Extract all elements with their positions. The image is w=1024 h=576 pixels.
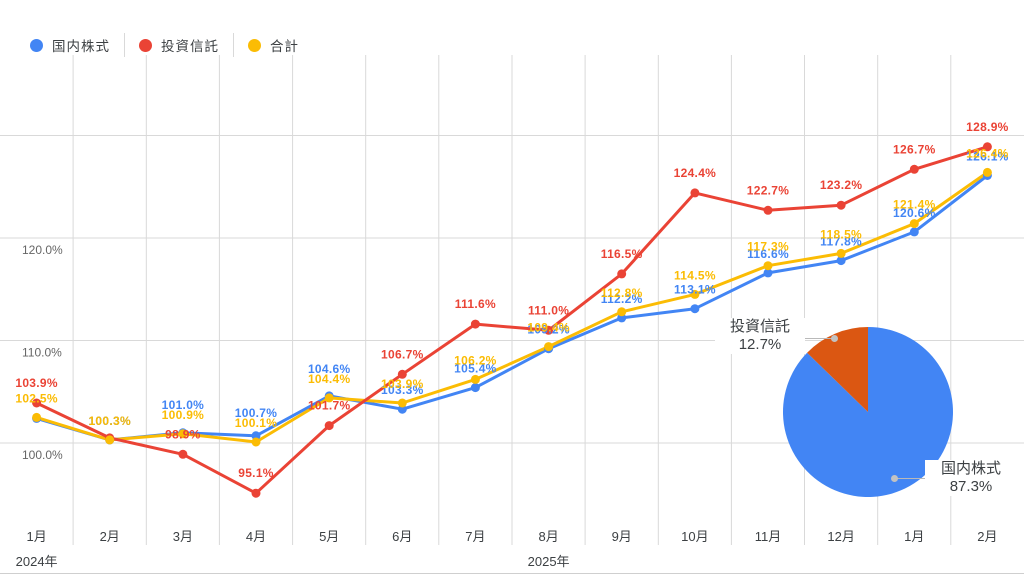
legend-separator: [233, 33, 234, 57]
svg-text:112.2%: 112.2%: [601, 292, 643, 306]
svg-text:106.7%: 106.7%: [381, 347, 424, 361]
svg-text:103.9%: 103.9%: [381, 377, 424, 391]
svg-text:101.7%: 101.7%: [308, 399, 351, 413]
svg-text:122.7%: 122.7%: [747, 183, 790, 197]
x-axis-month-label: 4月: [245, 529, 267, 544]
y-axis-labels: 100.0% 110.0% 120.0%: [22, 243, 63, 462]
x-axis-month-label: 3月: [172, 529, 193, 544]
x-axis-month-label: 1月: [904, 529, 925, 544]
svg-text:120.0%: 120.0%: [22, 243, 63, 257]
bottom-border: [0, 573, 1024, 574]
legend-item-total: 合計: [234, 35, 313, 55]
series-labels-investment-trusts: 103.9% 98.9% 95.1% 101.7% 106.7% 111.6% 111.0%…: [15, 120, 1008, 480]
series-labels-total: 102.5% 100.3% 100.9% 100.1% 104.4% 103.9% 106.…: [15, 146, 1008, 430]
x-axis-month-label: 12月: [827, 529, 855, 544]
svg-text:100.3%: 100.3%: [88, 414, 131, 428]
svg-text:123.2%: 123.2%: [820, 178, 863, 192]
svg-text:109.4%: 109.4%: [527, 321, 570, 335]
svg-text:117.8%: 117.8%: [820, 235, 862, 249]
svg-text:120.6%: 120.6%: [893, 206, 936, 220]
svg-text:101.0%: 101.0%: [162, 398, 205, 412]
svg-text:95.1%: 95.1%: [238, 466, 274, 480]
svg-text:111.6%: 111.6%: [455, 297, 496, 311]
svg-text:102.5%: 102.5%: [15, 391, 58, 405]
series-points-total: [32, 167, 992, 447]
svg-text:103.9%: 103.9%: [15, 376, 58, 390]
x-axis-month-label: 7月: [465, 529, 486, 544]
svg-text:117.3%: 117.3%: [747, 240, 789, 254]
x-axis-month-label: 5月: [319, 529, 340, 544]
svg-text:121.4%: 121.4%: [893, 198, 936, 212]
pie-slice: [782, 327, 953, 498]
x-axis-month-label: 2月: [977, 529, 998, 544]
legend-dot-domestic-stocks: [30, 38, 43, 52]
svg-text:100.3%: 100.3%: [88, 414, 131, 428]
pie-leader-dot-investment-trusts: [831, 335, 838, 342]
x-axis-month-label: 10月: [681, 529, 709, 544]
legend-item-domestic-stocks: 国内株式: [16, 35, 124, 55]
series-labels-domestic-stocks: 100.3% 101.0% 100.7% 104.6% 103.3% 105.4% 109.…: [88, 150, 1008, 428]
svg-text:126.1%: 126.1%: [966, 150, 1009, 164]
svg-text:116.5%: 116.5%: [601, 247, 643, 261]
svg-text:111.0%: 111.0%: [528, 303, 569, 317]
svg-text:100.7%: 100.7%: [235, 406, 278, 420]
svg-text:104.6%: 104.6%: [308, 362, 351, 376]
svg-text:105.4%: 105.4%: [454, 362, 497, 376]
pie-label-investment-trusts: 投資信託 12.7%: [715, 318, 805, 354]
x-axis-month-label: 11月: [754, 529, 782, 544]
pie-slice: [807, 327, 868, 412]
x-axis-month-label: 1月: [26, 529, 47, 544]
svg-text:118.5%: 118.5%: [820, 227, 862, 241]
legend-label-investment-trusts: 投資信託: [161, 39, 219, 54]
legend-label-total: 合計: [270, 39, 299, 54]
series-line-investment-trusts: [35, 145, 989, 495]
svg-text:126.7%: 126.7%: [893, 142, 936, 156]
series-points-investment-trusts: [32, 142, 992, 498]
pie-label-investment-trusts-value: 12.7%: [738, 336, 782, 353]
svg-text:114.5%: 114.5%: [674, 268, 716, 282]
svg-text:98.9%: 98.9%: [165, 427, 201, 441]
x-axis-month-label: 6月: [392, 529, 413, 544]
pie-label-domestic-stocks-value: 87.3%: [949, 478, 993, 495]
svg-text:126.4%: 126.4%: [966, 146, 1009, 160]
svg-text:103.3%: 103.3%: [381, 383, 424, 397]
svg-text:110.0%: 110.0%: [22, 346, 62, 360]
pie-chart: [782, 327, 953, 498]
pie-label-domestic-stocks: 国内株式 87.3%: [925, 460, 1017, 496]
legend-separator: [124, 33, 125, 57]
legend-dot-investment-trusts: [139, 38, 152, 52]
legend-item-investment-trusts: 投資信託: [125, 35, 233, 55]
svg-text:100.1%: 100.1%: [235, 416, 278, 430]
svg-text:100.0%: 100.0%: [22, 448, 63, 462]
pie-label-investment-trusts-name: 投資信託: [729, 318, 790, 335]
legend-label-domestic-stocks: 国内株式: [52, 39, 110, 54]
svg-text:100.9%: 100.9%: [162, 408, 205, 422]
svg-text:112.8%: 112.8%: [601, 286, 643, 300]
pie-leader-dot-domestic-stocks: [891, 475, 898, 482]
svg-text:124.4%: 124.4%: [674, 166, 717, 180]
x-axis-year-label: 2025年: [527, 554, 570, 569]
svg-text:116.6%: 116.6%: [747, 247, 789, 261]
chart-legend: 国内株式 投資信託 合計: [16, 33, 313, 57]
x-axis-month-label: 2月: [99, 529, 120, 544]
x-axis-month-label: 8月: [538, 529, 559, 544]
x-axis-month-label: 9月: [611, 529, 632, 544]
series-line-domestic-stocks: [35, 174, 989, 442]
svg-text:128.9%: 128.9%: [966, 120, 1009, 134]
svg-text:104.4%: 104.4%: [308, 372, 351, 386]
pie-label-domestic-stocks-name: 国内株式: [940, 460, 1001, 477]
series-line-total: [35, 170, 989, 444]
legend-dot-total: [248, 38, 261, 52]
svg-text:106.2%: 106.2%: [454, 353, 497, 367]
svg-text:109.2%: 109.2%: [527, 323, 570, 337]
x-axis-year-label: 2024年: [15, 554, 58, 569]
svg-text:113.1%: 113.1%: [674, 283, 716, 297]
